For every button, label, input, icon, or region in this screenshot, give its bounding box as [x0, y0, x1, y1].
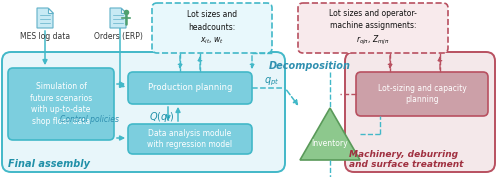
Text: Simulation of
future scenarios
with up-to-date
shop floor data: Simulation of future scenarios with up-t… [30, 82, 92, 126]
FancyBboxPatch shape [345, 52, 495, 172]
FancyBboxPatch shape [8, 68, 114, 140]
Polygon shape [300, 108, 360, 160]
FancyBboxPatch shape [152, 3, 272, 53]
Text: $q_{pt}$: $q_{pt}$ [264, 76, 280, 88]
Text: MES log data: MES log data [20, 32, 70, 41]
Text: Inventory: Inventory [312, 138, 348, 147]
Text: Lot sizes and
headcounts:
$x_{it}$, $w_t$: Lot sizes and headcounts: $x_{it}$, $w_t… [187, 10, 237, 46]
Text: Control policies: Control policies [60, 116, 120, 124]
FancyBboxPatch shape [298, 3, 448, 53]
Text: Final assembly: Final assembly [8, 159, 90, 169]
Text: Production planning: Production planning [148, 84, 232, 93]
FancyBboxPatch shape [128, 124, 252, 154]
Polygon shape [121, 8, 126, 13]
Text: Machinery, deburring
and surface treatment: Machinery, deburring and surface treatme… [349, 150, 464, 169]
Text: Data analysis module
with regression model: Data analysis module with regression mod… [148, 129, 232, 149]
FancyBboxPatch shape [128, 72, 252, 104]
Text: Lot sizes and operator-
machine assignments:
$r_{ojπ}$, $Z_{mjπ}$: Lot sizes and operator- machine assignme… [329, 8, 417, 47]
Text: Decomposition: Decomposition [269, 61, 351, 71]
Text: Orders (ERP): Orders (ERP) [94, 32, 142, 41]
Polygon shape [110, 8, 126, 28]
Polygon shape [48, 8, 53, 13]
Text: $Q(q_t)$: $Q(q_t)$ [149, 110, 175, 124]
Text: Lot-sizing and capacity
planning: Lot-sizing and capacity planning [378, 84, 466, 104]
FancyBboxPatch shape [2, 52, 285, 172]
FancyBboxPatch shape [356, 72, 488, 116]
Polygon shape [37, 8, 53, 28]
